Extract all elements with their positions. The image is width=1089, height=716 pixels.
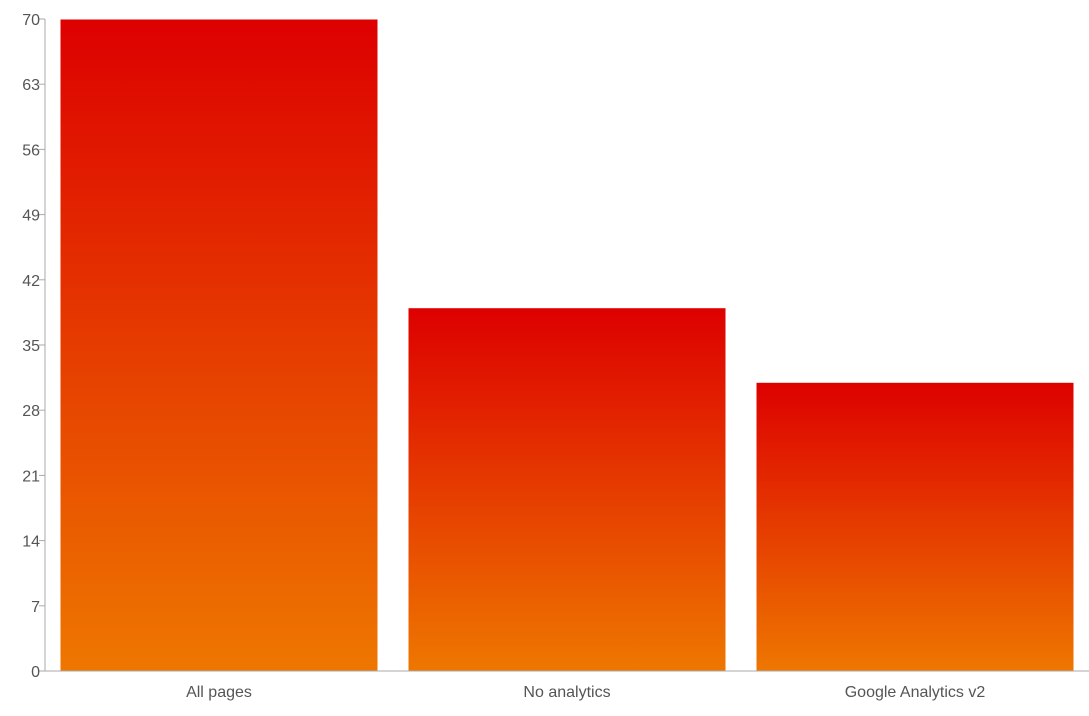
y-tick-label: 63 [22, 77, 40, 94]
y-tick-label: 35 [22, 338, 40, 355]
y-tick-label: 42 [22, 273, 40, 290]
y-tick-label: 28 [22, 403, 40, 420]
y-tick-label: 0 [31, 664, 40, 681]
y-tick-label: 21 [22, 468, 40, 485]
y-tick-label: 70 [22, 12, 40, 29]
x-tick-label: Google Analytics v2 [845, 684, 986, 701]
y-tick-label: 7 [31, 599, 40, 616]
axes-layer [39, 18, 1089, 672]
y-tick-label: 14 [22, 534, 40, 551]
x-tick-label: No analytics [523, 684, 610, 701]
bar-no-analytics [407, 307, 727, 672]
labels-layer: All pages No analytics Google Analytics v2… [22, 12, 985, 701]
y-tick-label: 56 [22, 142, 40, 159]
y-tick-label: 49 [22, 208, 40, 225]
bars-layer [59, 18, 1075, 672]
x-tick-label: All pages [186, 684, 252, 701]
bar-google-analytics-v2 [755, 381, 1075, 672]
bar-all-pages [59, 18, 379, 672]
